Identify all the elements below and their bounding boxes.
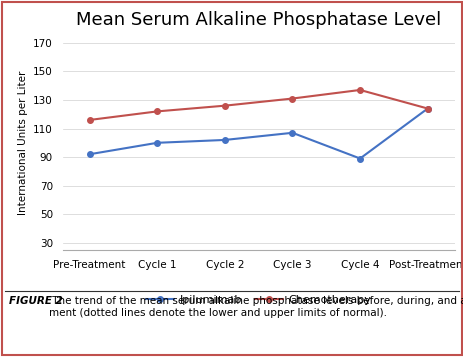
Legend: Ipilumimab, Chemotherapy: Ipilumimab, Chemotherapy [141,291,375,310]
Title: Mean Serum Alkaline Phosphatase Level: Mean Serum Alkaline Phosphatase Level [76,11,440,29]
Line: Chemotherapy: Chemotherapy [87,87,430,123]
Ipilumimab [357,156,362,161]
Ipilumimab [87,152,92,156]
Chemotherapy [87,118,92,122]
Line: Ipilumimab: Ipilumimab [87,106,430,161]
Ipilumimab [424,106,430,111]
Text: FIGURE 2: FIGURE 2 [9,296,63,306]
Ipilumimab [289,131,294,135]
Chemotherapy [289,96,294,101]
Chemotherapy [357,88,362,92]
Chemotherapy [154,109,160,114]
Chemotherapy [424,106,430,111]
Y-axis label: International Units per Liter: International Units per Liter [18,71,28,215]
Chemotherapy [222,104,227,108]
Ipilumimab [154,141,160,145]
Text: The trend of the mean serum alkaline phosphatase levels before, during, and afte: The trend of the mean serum alkaline pho… [49,296,463,318]
Ipilumimab [222,138,227,142]
